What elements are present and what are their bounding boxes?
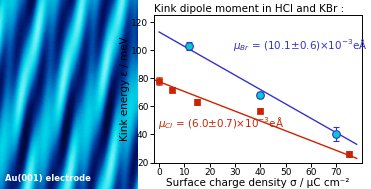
X-axis label: Surface charge density σ / μC cm⁻²: Surface charge density σ / μC cm⁻² [166, 178, 349, 188]
Text: Kink dipole moment in HCl and KBr :: Kink dipole moment in HCl and KBr : [154, 4, 344, 14]
Text: Au(001) electrode: Au(001) electrode [6, 174, 91, 183]
Y-axis label: Kink energy ε / meV: Kink energy ε / meV [120, 36, 130, 141]
Text: $\mu_{Br}$ = (10.1±0.6)×10$^{-3}$eÅ: $\mu_{Br}$ = (10.1±0.6)×10$^{-3}$eÅ [233, 37, 367, 53]
Text: $\mu_{Cl}$ = (6.0±0.7)×10$^{-3}$eÅ: $\mu_{Cl}$ = (6.0±0.7)×10$^{-3}$eÅ [158, 115, 284, 131]
